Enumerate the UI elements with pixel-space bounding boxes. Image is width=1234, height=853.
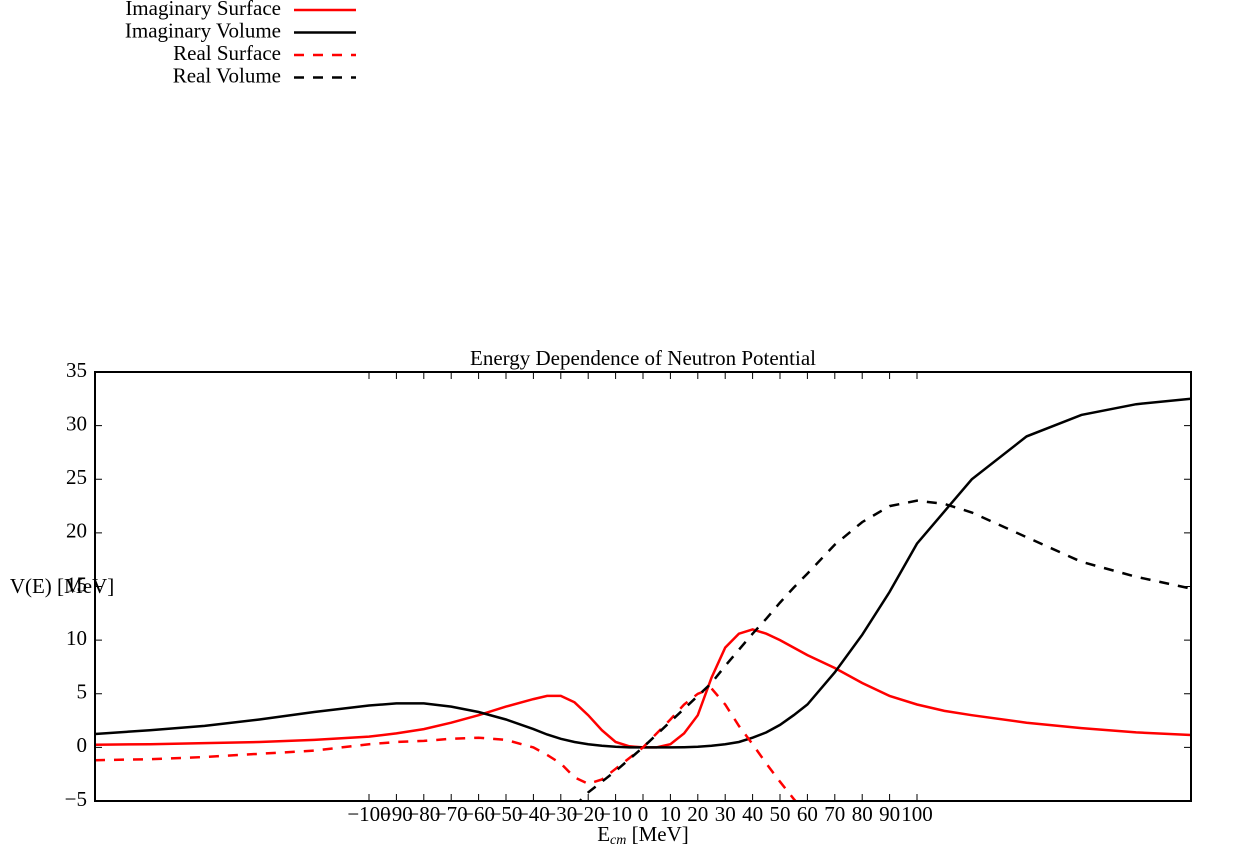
x-tick-label: −20 (572, 802, 605, 826)
y-tick-label: 35 (66, 358, 87, 382)
x-tick-label: 50 (770, 802, 791, 826)
x-axis-label: Ecm [MeV] (597, 822, 689, 848)
x-tick-label: −60 (462, 802, 495, 826)
x-tick-label: 100 (901, 802, 933, 826)
x-tick-label: −70 (435, 802, 468, 826)
x-tick-label: −30 (544, 802, 577, 826)
legend-label: Imaginary Surface (125, 0, 281, 20)
y-tick-label: 25 (66, 465, 87, 489)
y-tick-label: 10 (66, 626, 87, 650)
y-tick-label: 5 (77, 680, 88, 704)
x-tick-label: −100 (347, 802, 390, 826)
x-tick-label: 70 (824, 802, 845, 826)
x-tick-label: −80 (407, 802, 440, 826)
x-tick-label: −90 (380, 802, 413, 826)
chart-title: Energy Dependence of Neutron Potential (470, 346, 816, 370)
x-tick-label: −40 (517, 802, 550, 826)
legend-label: Real Surface (173, 41, 281, 65)
x-label-unit: [MeV] (626, 822, 688, 846)
series-line (95, 628, 1191, 749)
y-tick-label: 0 (77, 733, 88, 757)
x-label-sub: cm (610, 833, 626, 848)
x-tick-label: 40 (742, 802, 763, 826)
y-tick-label: −5 (65, 787, 87, 811)
series-line (578, 499, 1191, 801)
x-tick-label: 30 (715, 802, 736, 826)
legend-label: Real Volume (173, 63, 281, 87)
series-line (95, 686, 798, 801)
x-tick-label: −50 (490, 802, 523, 826)
x-tick-label: 0 (638, 802, 649, 826)
plot-area (95, 397, 1191, 801)
x-tick-label: 90 (879, 802, 900, 826)
x-tick-label: 10 (660, 802, 681, 826)
series-line (95, 397, 1191, 749)
x-tick-label: 20 (687, 802, 708, 826)
x-tick-label: 60 (797, 802, 818, 826)
x-tick-label: 80 (852, 802, 873, 826)
x-label-main: E (597, 822, 610, 846)
x-tick-label: −10 (599, 802, 632, 826)
y-tick-label: 30 (66, 411, 87, 435)
y-tick-label: 20 (66, 519, 87, 543)
legend-label: Imaginary Volume (125, 18, 281, 42)
y-axis-label: V(E) [MeV] (10, 574, 114, 598)
y-tick-label: 15 (66, 572, 87, 596)
